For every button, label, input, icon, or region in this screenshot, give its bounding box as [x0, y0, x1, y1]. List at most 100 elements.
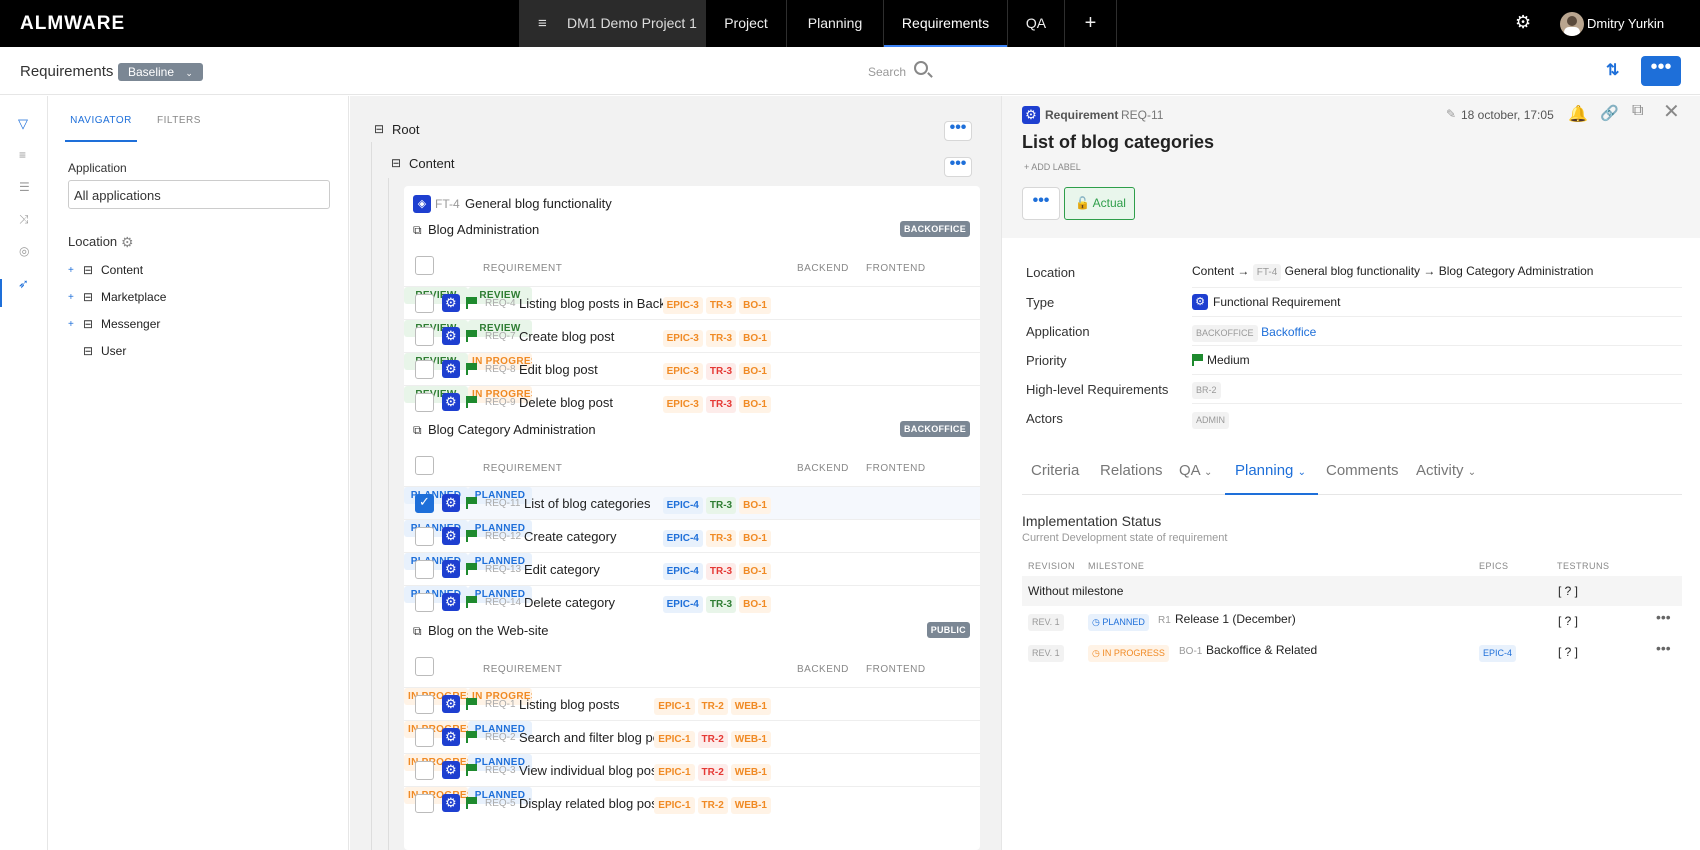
trace-tag[interactable]: WEB-1: [730, 764, 771, 781]
trace-tag[interactable]: EPIC-1: [654, 698, 695, 715]
trace-tag[interactable]: TR-2: [697, 731, 728, 748]
close-icon[interactable]: ✕: [1663, 101, 1680, 123]
trace-tag[interactable]: EPIC-3: [662, 363, 703, 380]
select-all-checkbox[interactable]: [415, 256, 434, 275]
trace-tag[interactable]: EPIC-4: [662, 530, 703, 547]
filter-icon[interactable]: ▽: [18, 116, 28, 131]
tab-planning[interactable]: Planning: [807, 15, 863, 31]
tree-item-marketplace[interactable]: + ⊟ Marketplace: [68, 290, 328, 314]
row-checkbox[interactable]: [415, 695, 434, 714]
trace-tag[interactable]: EPIC-1: [654, 797, 695, 814]
epic-tag[interactable]: EPIC-4: [1479, 645, 1517, 662]
trace-tag[interactable]: EPIC-4: [662, 563, 703, 580]
row-checkbox[interactable]: ✓: [415, 494, 434, 513]
trace-tag[interactable]: EPIC-4: [662, 596, 703, 613]
open-external-icon[interactable]: ⧉: [1632, 102, 1644, 119]
prop-actors-value[interactable]: ADMIN: [1192, 411, 1229, 429]
trace-tag[interactable]: TR-2: [697, 764, 728, 781]
frontend-status[interactable]: PLANNED: [468, 586, 532, 603]
application-link[interactable]: Backoffice: [1261, 325, 1317, 339]
link-icon[interactable]: 🔗: [1600, 105, 1619, 122]
frontend-status[interactable]: REVIEW: [468, 320, 532, 337]
frontend-status[interactable]: IN PROGRESS: [468, 386, 532, 403]
row-more-icon[interactable]: •••: [1656, 640, 1671, 656]
row-checkbox[interactable]: [415, 327, 434, 346]
root-label[interactable]: Root: [392, 122, 420, 137]
trace-tag[interactable]: EPIC-1: [654, 764, 695, 781]
application-select[interactable]: All applications: [68, 180, 330, 209]
trace-tag[interactable]: BO-1: [739, 596, 771, 613]
tree-item-messenger[interactable]: + ⊟ Messenger: [68, 317, 328, 341]
milestone-name[interactable]: Backoffice & Related: [1206, 643, 1318, 657]
tab-planning[interactable]: Planning ⌄: [1235, 462, 1306, 479]
tab-activity[interactable]: Activity ⌄: [1416, 462, 1476, 479]
tab-navigator[interactable]: NAVIGATOR: [65, 96, 137, 142]
prop-hlr-value[interactable]: BR-2: [1192, 381, 1221, 399]
requirement-name[interactable]: List of blog categories: [524, 496, 651, 511]
trace-tag[interactable]: TR-3: [705, 330, 737, 347]
expand-icon[interactable]: +: [68, 265, 74, 276]
tree-item-content[interactable]: + ⊟ Content: [68, 263, 328, 287]
frontend-status[interactable]: IN PROGRESS: [468, 688, 532, 705]
requirement-name[interactable]: Listing blog posts in Backoffice: [519, 296, 697, 311]
actor-tag[interactable]: ADMIN: [1192, 412, 1229, 429]
tab-requirements[interactable]: Requirements: [884, 0, 1007, 47]
frontend-status[interactable]: IN PROGRESS: [468, 353, 532, 370]
testruns-value[interactable]: [ ? ]: [1558, 645, 1579, 659]
tab-relations[interactable]: Relations: [1100, 462, 1163, 479]
trace-tag[interactable]: EPIC-3: [662, 297, 703, 314]
row-checkbox[interactable]: [415, 294, 434, 313]
detail-more-button[interactable]: •••: [1022, 187, 1060, 220]
trace-tag[interactable]: TR-3: [705, 596, 737, 613]
trace-tag[interactable]: EPIC-3: [662, 330, 703, 347]
frontend-status[interactable]: PLANNED: [468, 721, 532, 738]
row-more-icon[interactable]: •••: [1656, 609, 1671, 625]
tab-filters[interactable]: FILTERS: [157, 115, 201, 126]
requirement-name[interactable]: Delete category: [524, 595, 616, 610]
user-name[interactable]: Dmitry Yurkin: [1587, 16, 1665, 31]
requirement-name[interactable]: Search and filter blog posts: [519, 730, 677, 745]
frontend-status[interactable]: PLANNED: [468, 520, 532, 537]
trace-tag[interactable]: TR-2: [697, 797, 728, 814]
row-checkbox[interactable]: [415, 393, 434, 412]
trace-tag[interactable]: BO-1: [739, 396, 771, 413]
frontend-status[interactable]: PLANNED: [468, 553, 532, 570]
trace-tag[interactable]: TR-3: [705, 297, 737, 314]
requirement-name[interactable]: Delete blog post: [519, 395, 613, 410]
trace-tag[interactable]: TR-3: [705, 497, 737, 514]
frontend-status[interactable]: PLANNED: [468, 787, 532, 804]
trace-tag[interactable]: BO-1: [739, 330, 771, 347]
row-checkbox[interactable]: [415, 593, 434, 612]
tab-project[interactable]: Project: [724, 15, 768, 31]
row-checkbox[interactable]: [415, 728, 434, 747]
avatar[interactable]: [1560, 12, 1584, 36]
milestone-name[interactable]: Release 1 (December): [1175, 612, 1296, 626]
row-checkbox[interactable]: [415, 794, 434, 813]
trace-tag[interactable]: BO-1: [739, 297, 771, 314]
trace-tag[interactable]: WEB-1: [730, 797, 771, 814]
row-checkbox[interactable]: [415, 560, 434, 579]
expand-icon[interactable]: +: [68, 292, 74, 303]
tab-criteria[interactable]: Criteria: [1031, 462, 1080, 479]
trace-tag[interactable]: TR-3: [705, 396, 737, 413]
frontend-status[interactable]: PLANNED: [468, 487, 532, 504]
select-all-checkbox[interactable]: [415, 456, 434, 475]
tree-item-user[interactable]: ⊟ User: [68, 344, 328, 368]
trace-tag[interactable]: BO-1: [739, 497, 771, 514]
location-part[interactable]: Content: [1192, 264, 1235, 278]
add-label-link[interactable]: + ADD LABEL: [1024, 162, 1081, 172]
group-title[interactable]: Blog Administration: [428, 222, 540, 237]
testruns-value[interactable]: [ ? ]: [1558, 614, 1579, 628]
frontend-status[interactable]: REVIEW: [468, 287, 532, 304]
location-part[interactable]: Blog Category Administration: [1438, 264, 1594, 278]
requirement-name[interactable]: Display related blog posts: [519, 796, 668, 811]
